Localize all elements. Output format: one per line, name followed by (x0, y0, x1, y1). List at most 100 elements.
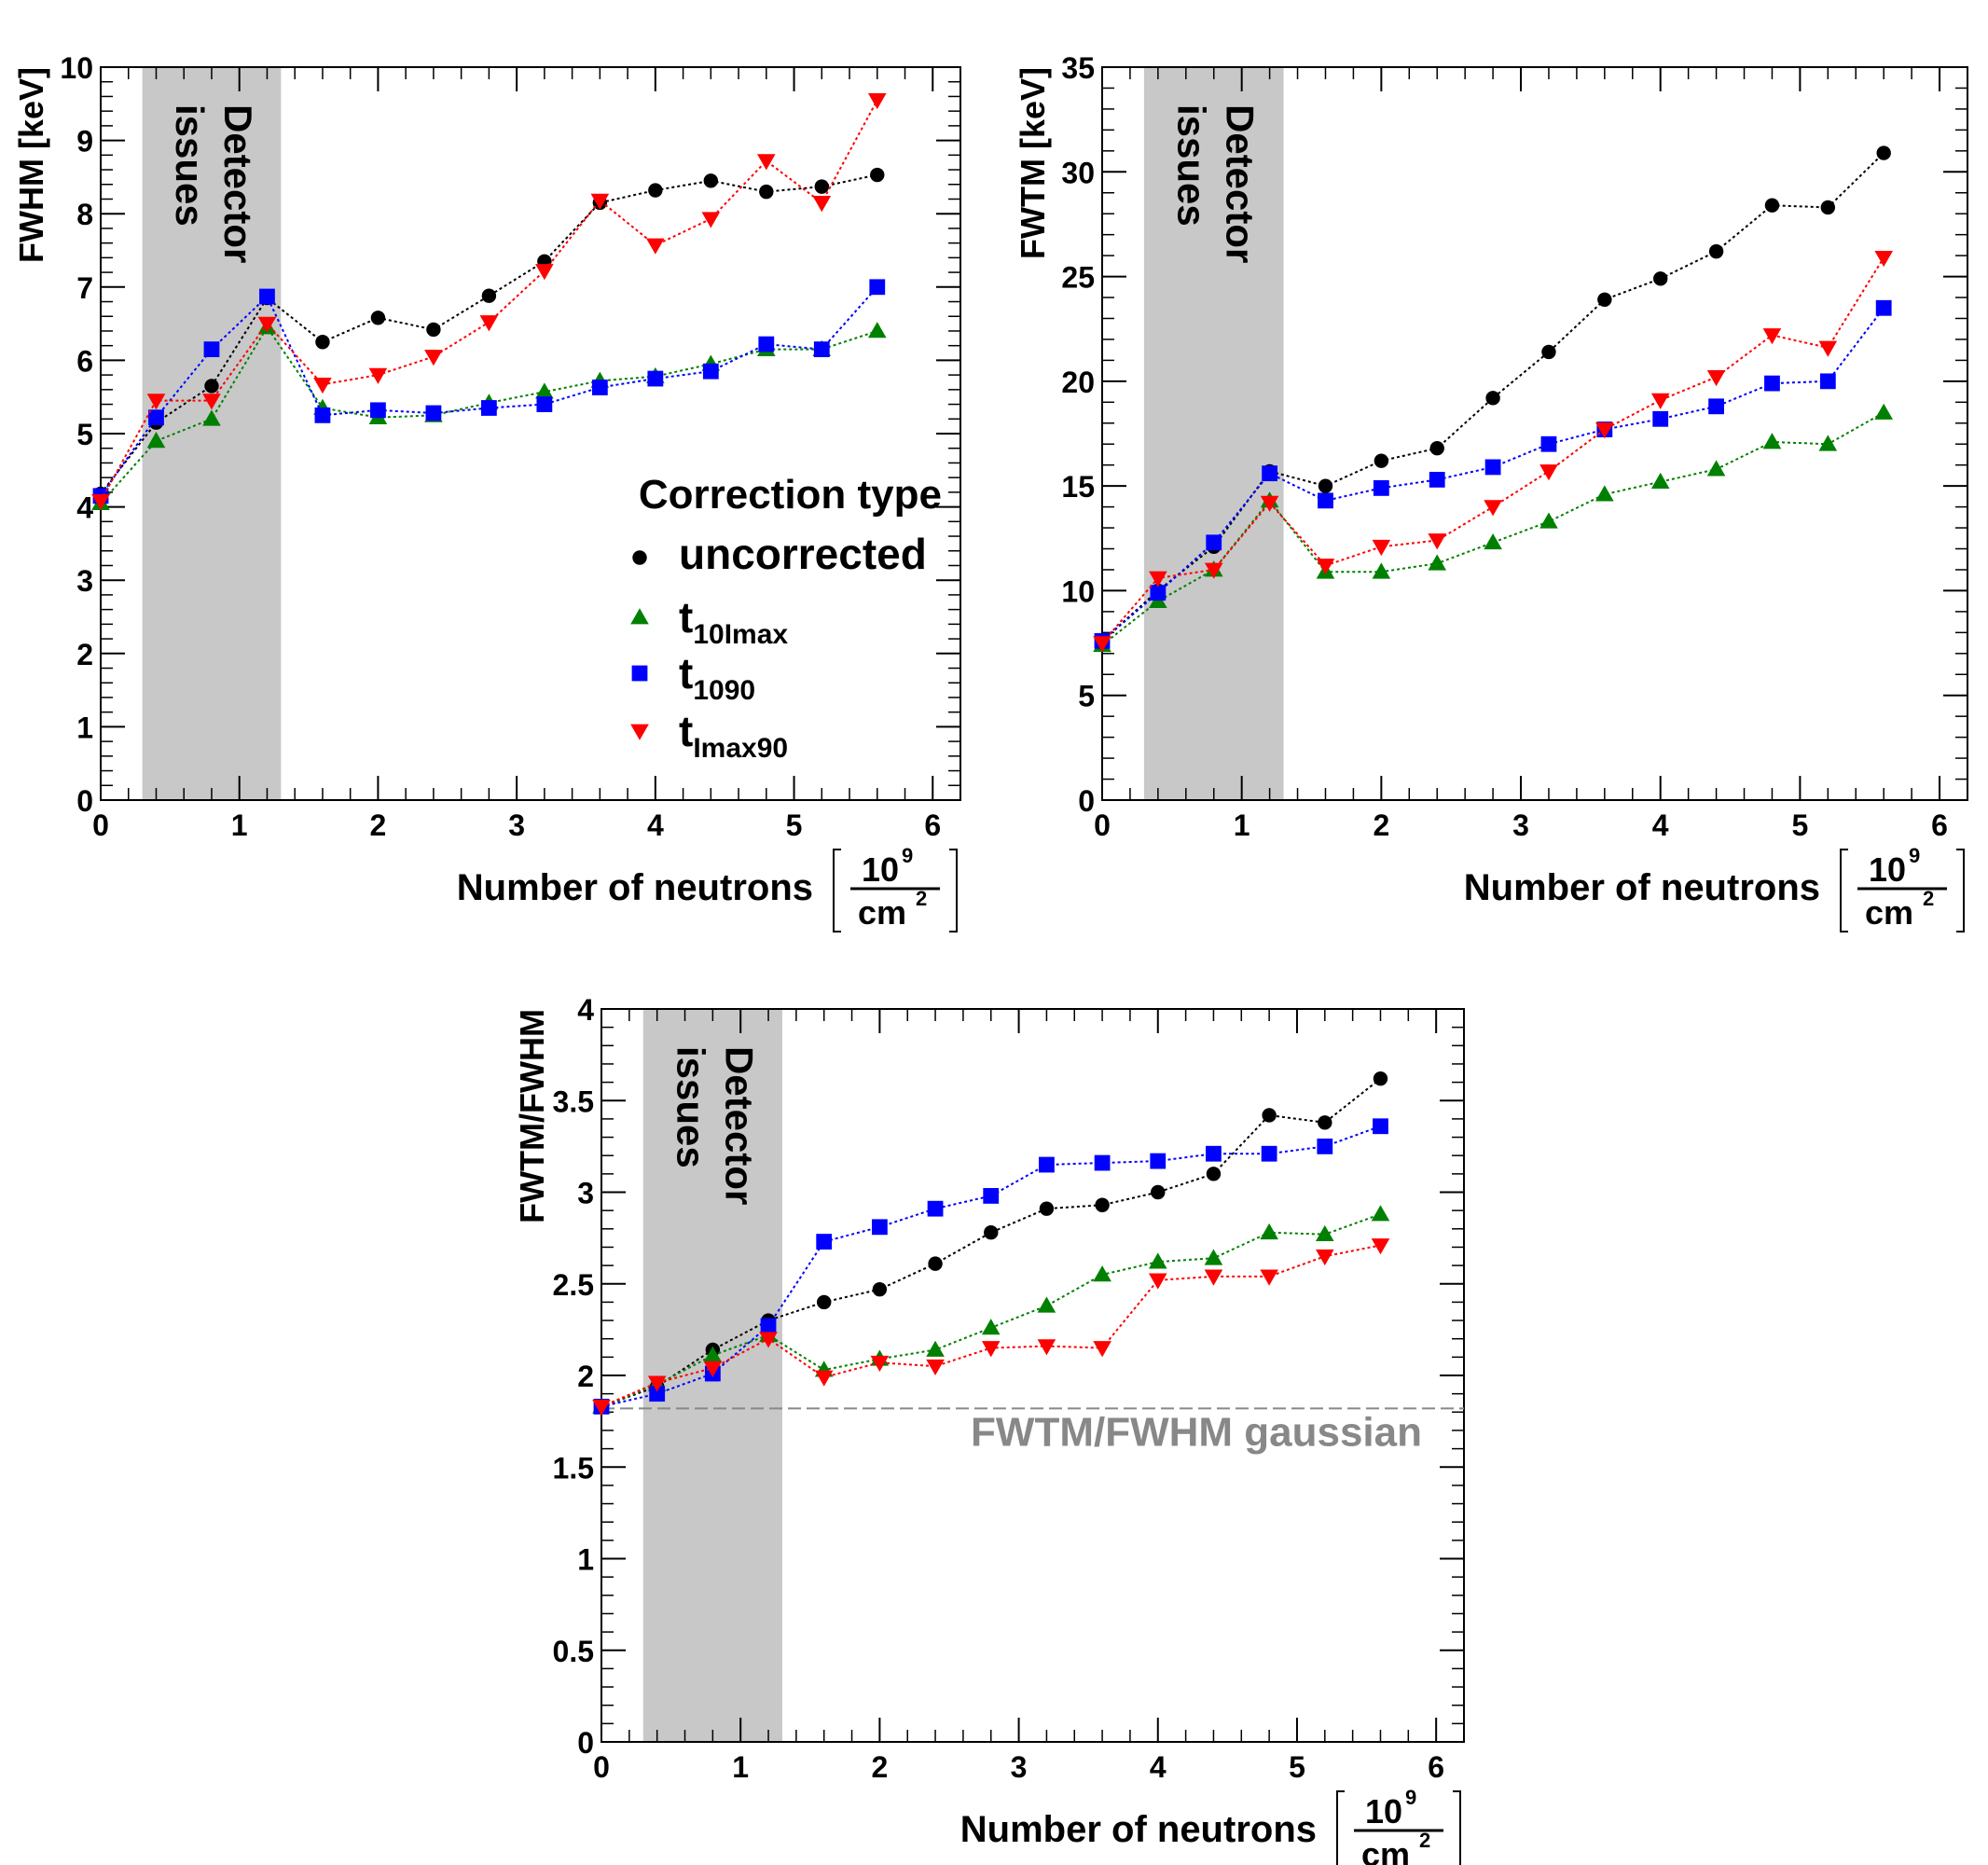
data-point (702, 363, 719, 380)
unit-numerator-exponent: 9 (902, 844, 913, 867)
data-point (1373, 1118, 1388, 1135)
data-point (146, 394, 166, 410)
y-tick-label: 10 (1061, 574, 1095, 608)
data-point (1316, 559, 1335, 575)
data-point (1875, 299, 1892, 316)
unit-numerator: 10 (1869, 850, 1906, 889)
data-point (1316, 1249, 1334, 1266)
y-tick-label: 1 (76, 711, 93, 744)
x-axis-label: Number of neutrons (1464, 867, 1820, 908)
x-tick-label: 1 (231, 808, 248, 842)
unit-denominator: cm (858, 893, 906, 932)
unit-bracket-left (1336, 1790, 1345, 1865)
data-point (1539, 512, 1558, 529)
y-tick-label: 0.5 (553, 1635, 594, 1668)
data-point (1428, 554, 1447, 571)
unit-numerator: 10 (1365, 1792, 1402, 1830)
data-point (984, 1225, 999, 1240)
data-point (1317, 1138, 1333, 1154)
data-point (1371, 1205, 1390, 1222)
data-point (1260, 1223, 1278, 1240)
data-point (1316, 1224, 1334, 1242)
detector-issues-band (142, 67, 282, 800)
y-tick-label: 6 (76, 344, 93, 378)
x-tick-label: 4 (647, 808, 664, 842)
data-point (814, 179, 829, 194)
x-tick-label: 2 (1373, 808, 1389, 842)
data-point (1820, 200, 1836, 215)
x-tick-label: 0 (593, 1750, 610, 1784)
unit-denominator: cm (1865, 893, 1913, 932)
data-point (1653, 271, 1668, 286)
data-point (535, 382, 554, 399)
data-point (1874, 251, 1893, 268)
data-point (1706, 370, 1726, 387)
data-point (703, 1361, 723, 1377)
data-point (870, 167, 885, 183)
data-point (983, 1188, 1000, 1204)
series-line (100, 173, 877, 495)
data-point (1819, 373, 1836, 390)
data-point (535, 264, 554, 281)
y-tick-label: 4 (577, 993, 594, 1027)
data-point (631, 665, 648, 682)
data-point (1708, 398, 1724, 415)
data-point (1818, 340, 1838, 357)
x-tick-label: 0 (1094, 808, 1111, 842)
y-tick-label: 1 (577, 1543, 594, 1577)
data-point (1150, 1153, 1167, 1169)
x-tick-label: 5 (786, 808, 803, 842)
data-point (1540, 435, 1557, 452)
data-point (1650, 472, 1670, 490)
y-tick-label: 4 (76, 491, 93, 525)
data-point (1318, 1115, 1332, 1130)
data-point (426, 322, 441, 338)
data-point (1039, 1156, 1055, 1173)
y-tick-label: 1.5 (553, 1451, 594, 1485)
data-point (1818, 435, 1838, 451)
data-point (757, 154, 776, 171)
band-label-line2: issues (1170, 104, 1214, 227)
data-point (1373, 1071, 1388, 1086)
data-point (1037, 1296, 1056, 1313)
data-point (758, 336, 775, 352)
data-point (204, 379, 219, 394)
data-point (1539, 464, 1558, 481)
data-point (1206, 534, 1222, 551)
y-tick-label: 25 (1061, 261, 1095, 295)
data-point (870, 1355, 890, 1373)
unit-bracket-left (1840, 849, 1848, 932)
band-label-line1: Detector (717, 1046, 761, 1205)
data-point (926, 1359, 945, 1375)
data-point (649, 1386, 666, 1402)
data-point (1762, 328, 1782, 345)
data-point (368, 367, 388, 384)
data-point (1373, 479, 1389, 496)
data-point (1093, 1265, 1111, 1282)
data-point (1206, 1145, 1222, 1162)
data-point (1762, 433, 1782, 449)
data-point (1706, 460, 1726, 477)
data-point (1484, 459, 1501, 476)
unit-denominator: cm (1361, 1835, 1410, 1865)
data-point (591, 380, 608, 395)
data-point (424, 350, 443, 366)
data-point (867, 93, 887, 110)
y-tick-label: 2.5 (553, 1268, 594, 1302)
plot-frame (1101, 66, 1968, 801)
data-point (1318, 492, 1333, 509)
data-point (479, 315, 499, 332)
legend-entry-label: t1090 (679, 649, 755, 706)
y-tick-label: 7 (76, 271, 93, 305)
series-3 (592, 1238, 1390, 1416)
data-point (1595, 485, 1614, 502)
x-tick-label: 5 (1791, 808, 1808, 842)
unit-numerator: 10 (862, 850, 899, 889)
data-point (480, 400, 497, 416)
data-point (760, 1318, 777, 1334)
x-tick-label: 2 (871, 1750, 888, 1784)
data-point (315, 335, 330, 350)
data-point (1764, 198, 1780, 213)
